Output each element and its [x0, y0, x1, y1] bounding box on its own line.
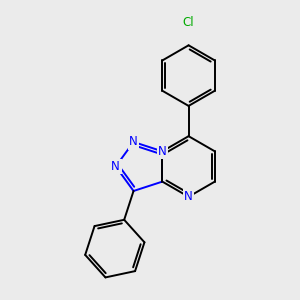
Text: N: N: [129, 136, 138, 148]
Text: N: N: [111, 160, 120, 173]
Text: N: N: [184, 190, 193, 203]
Text: Cl: Cl: [183, 16, 194, 29]
Text: N: N: [158, 145, 167, 158]
